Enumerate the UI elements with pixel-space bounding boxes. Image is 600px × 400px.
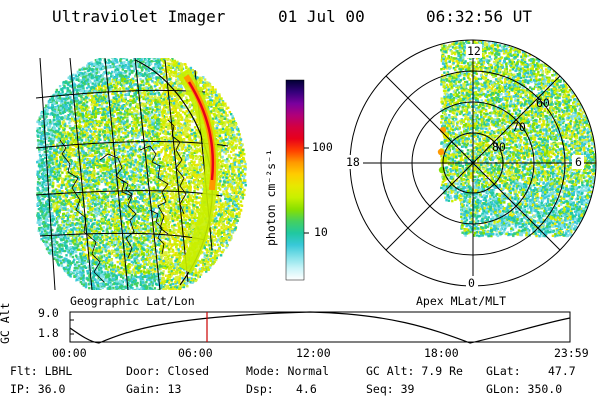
orbit-x-tick-0600: 06:00 <box>178 346 213 360</box>
mlat-label-80: 80 <box>492 140 506 154</box>
geo-panel-label: Geographic Lat/Lon <box>70 294 195 308</box>
image-date: 01 Jul 00 <box>278 7 365 26</box>
colorbar-unit-label: photon cm⁻²s⁻¹ <box>264 149 278 246</box>
orbit-y-tick-min: 1.8 <box>38 326 59 340</box>
orbit-y-tick-max: 9.0 <box>38 306 59 320</box>
status-door: Door: Closed <box>126 364 210 378</box>
polar-grid <box>349 39 597 287</box>
mlt-label-18: 18 <box>346 155 360 169</box>
orbit-altitude-curve <box>69 311 571 344</box>
orbit-y-label: GC Alt <box>0 302 12 344</box>
status-dsp-label: Dsp: <box>246 382 274 396</box>
mlat-label-60: 60 <box>536 96 550 110</box>
instrument-title: Ultraviolet Imager <box>52 7 226 26</box>
image-time: 06:32:56 UT <box>426 7 532 26</box>
mlat-label-70: 70 <box>512 120 526 134</box>
colorbar-label-100: 100 <box>312 140 333 154</box>
status-seq: Seq: 39 <box>366 382 415 396</box>
status-gain: Gain: 13 <box>126 382 182 396</box>
orbit-x-tick-1200: 12:00 <box>296 346 331 360</box>
status-filter: Flt: LBHL <box>10 364 73 378</box>
status-ip: IP: 36.0 <box>10 382 66 396</box>
status-glat-value: 47.7 <box>548 364 576 378</box>
status-dsp-value: 4.6 <box>296 382 317 396</box>
status-gc-alt: GC Alt: 7.9 Re <box>366 364 463 378</box>
orbit-x-tick-1800: 18:00 <box>424 346 459 360</box>
status-mode: Mode: Normal <box>246 364 330 378</box>
mlt-label-12: 12 <box>467 44 481 58</box>
mlt-label-6: 6 <box>575 155 582 169</box>
status-glat-label: GLat: <box>486 364 521 378</box>
polar-panel-label: Apex MLat/MLT <box>416 294 507 308</box>
colorbar-label-10: 10 <box>314 225 328 239</box>
polar-image <box>437 40 596 238</box>
limb-dayglow <box>177 68 219 274</box>
mlt-label-0: 0 <box>468 276 475 290</box>
orbit-plot <box>69 311 571 344</box>
coastlines <box>59 119 187 283</box>
status-glon: GLon: 350.0 <box>486 382 563 396</box>
orbit-x-tick-0000: 00:00 <box>52 346 87 360</box>
colorbar <box>285 79 305 281</box>
orbit-x-tick-2359: 23:59 <box>554 346 589 360</box>
